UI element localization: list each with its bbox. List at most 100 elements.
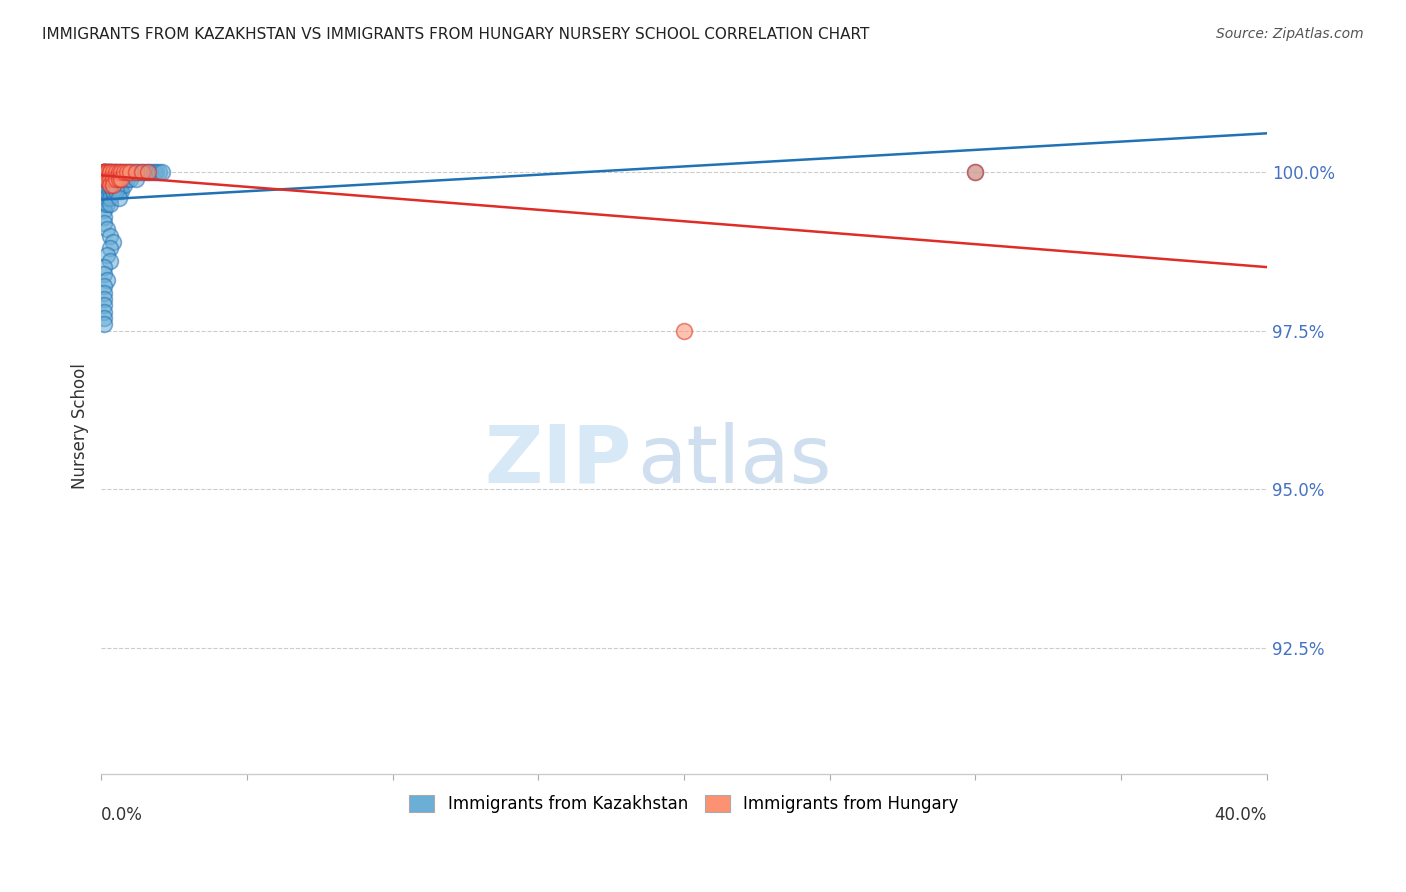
- Point: [93, 210, 115, 224]
- Text: 0.0%: 0.0%: [101, 806, 143, 824]
- Point: [96, 165, 118, 179]
- Point: [110, 185, 132, 199]
- Point: [98, 165, 121, 179]
- Point: [96, 248, 118, 262]
- Point: [98, 185, 121, 199]
- Point: [96, 171, 118, 186]
- Point: [93, 311, 115, 326]
- Point: [93, 298, 115, 312]
- Point: [96, 273, 118, 287]
- Point: [93, 165, 115, 179]
- Point: [93, 171, 115, 186]
- Y-axis label: Nursery School: Nursery School: [72, 363, 89, 489]
- Point: [96, 222, 118, 236]
- Point: [98, 254, 121, 268]
- Point: [93, 178, 115, 193]
- Point: [110, 165, 132, 179]
- Point: [101, 165, 124, 179]
- Point: [101, 171, 124, 186]
- Point: [93, 165, 115, 179]
- Point: [96, 165, 118, 179]
- Point: [148, 165, 170, 179]
- Point: [96, 165, 118, 179]
- Point: [93, 216, 115, 230]
- Point: [98, 165, 121, 179]
- Point: [112, 178, 135, 193]
- Point: [110, 171, 132, 186]
- Point: [101, 165, 124, 179]
- Point: [93, 292, 115, 306]
- Point: [128, 165, 150, 179]
- Point: [101, 171, 124, 186]
- Point: [93, 203, 115, 218]
- Point: [112, 165, 135, 179]
- Point: [672, 324, 695, 338]
- Point: [107, 171, 129, 186]
- Point: [93, 191, 115, 205]
- Point: [139, 165, 162, 179]
- Point: [965, 165, 987, 179]
- Point: [104, 185, 127, 199]
- Point: [98, 178, 121, 193]
- Point: [125, 165, 148, 179]
- Point: [125, 165, 148, 179]
- Point: [98, 242, 121, 256]
- Point: [93, 185, 115, 199]
- Point: [107, 165, 129, 179]
- Point: [107, 171, 129, 186]
- Text: IMMIGRANTS FROM KAZAKHSTAN VS IMMIGRANTS FROM HUNGARY NURSERY SCHOOL CORRELATION: IMMIGRANTS FROM KAZAKHSTAN VS IMMIGRANTS…: [42, 27, 869, 42]
- Point: [98, 165, 121, 179]
- Text: 40.0%: 40.0%: [1215, 806, 1267, 824]
- Point: [98, 165, 121, 179]
- Point: [98, 191, 121, 205]
- Point: [104, 165, 127, 179]
- Point: [120, 165, 142, 179]
- Point: [131, 165, 153, 179]
- Point: [93, 267, 115, 281]
- Point: [93, 260, 115, 275]
- Point: [93, 165, 115, 179]
- Point: [98, 171, 121, 186]
- Point: [104, 165, 127, 179]
- Point: [101, 185, 124, 199]
- Legend: Immigrants from Kazakhstan, Immigrants from Hungary: Immigrants from Kazakhstan, Immigrants f…: [401, 787, 967, 822]
- Point: [96, 165, 118, 179]
- Point: [101, 185, 124, 199]
- Point: [136, 165, 159, 179]
- Point: [112, 165, 135, 179]
- Point: [125, 171, 148, 186]
- Point: [107, 165, 129, 179]
- Point: [112, 171, 135, 186]
- Point: [110, 178, 132, 193]
- Point: [145, 165, 167, 179]
- Point: [96, 191, 118, 205]
- Point: [93, 165, 115, 179]
- Point: [96, 165, 118, 179]
- Point: [104, 178, 127, 193]
- Point: [107, 185, 129, 199]
- Point: [117, 165, 139, 179]
- Point: [93, 171, 115, 186]
- Point: [96, 178, 118, 193]
- Point: [136, 165, 159, 179]
- Point: [93, 171, 115, 186]
- Text: ZIP: ZIP: [484, 422, 631, 500]
- Point: [120, 165, 142, 179]
- Point: [117, 165, 139, 179]
- Point: [93, 165, 115, 179]
- Point: [93, 165, 115, 179]
- Point: [122, 165, 145, 179]
- Point: [98, 165, 121, 179]
- Point: [93, 165, 115, 179]
- Point: [96, 197, 118, 211]
- Point: [93, 318, 115, 332]
- Point: [117, 171, 139, 186]
- Point: [96, 178, 118, 193]
- Point: [98, 178, 121, 193]
- Point: [104, 171, 127, 186]
- Point: [98, 171, 121, 186]
- Point: [107, 178, 129, 193]
- Point: [101, 165, 124, 179]
- Point: [96, 171, 118, 186]
- Point: [101, 178, 124, 193]
